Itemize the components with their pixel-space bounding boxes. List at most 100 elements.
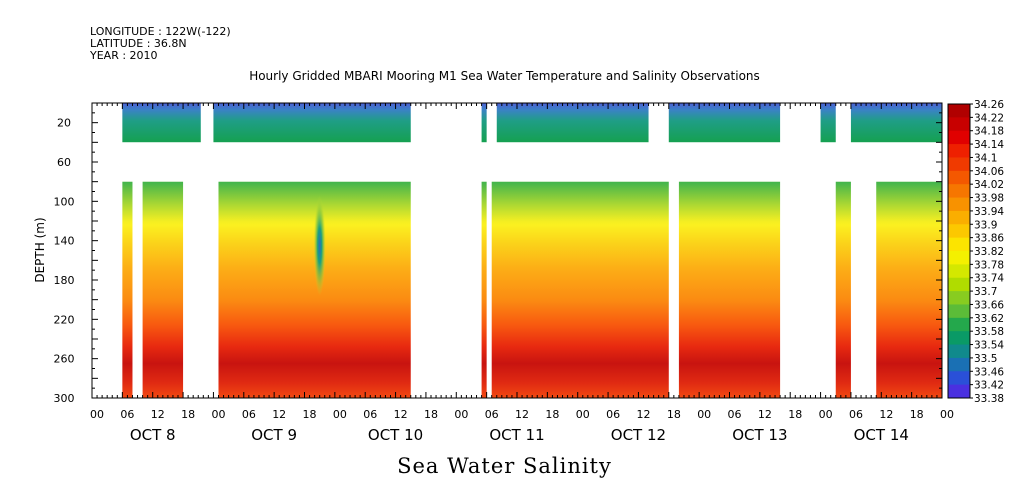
colorbar-label: 33.66 — [974, 299, 1004, 311]
x-tick-label: 06 — [485, 408, 499, 421]
colorbar-label: 34.26 — [974, 99, 1004, 111]
colorbar-swatch — [948, 130, 970, 145]
colorbar-label: 34.06 — [974, 166, 1004, 178]
colorbar-swatch — [948, 237, 970, 252]
colorbar-label: 33.58 — [974, 326, 1004, 338]
y-tick-label: 220 — [54, 313, 75, 326]
year-label: YEAR : 2010 — [90, 49, 158, 62]
colorbar-swatch — [948, 371, 970, 386]
colorbar-label: 33.98 — [974, 193, 1004, 205]
y-tick-label: 140 — [54, 235, 75, 248]
colorbar-label: 34.14 — [974, 139, 1004, 151]
x-tick-label: 12 — [272, 408, 286, 421]
colorbar-swatch — [948, 157, 970, 172]
data-gap-lower — [92, 180, 123, 399]
colorbar-swatch — [948, 197, 970, 212]
colorbar-swatch — [948, 224, 970, 239]
no-data-band — [92, 142, 942, 182]
y-tick-label: 180 — [54, 274, 75, 287]
day-label: OCT 13 — [732, 426, 787, 444]
data-gap-upper — [648, 102, 669, 144]
day-label: OCT 14 — [854, 426, 909, 444]
colorbar-swatch — [948, 104, 970, 118]
colorbar-label: 33.94 — [974, 206, 1004, 218]
plot-area — [92, 102, 942, 399]
x-tick-label: 00 — [333, 408, 347, 421]
colorbar-label: 33.5 — [974, 353, 997, 365]
data-gap-lower — [486, 180, 492, 399]
colorbar-label: 33.54 — [974, 340, 1004, 352]
data-gap-lower — [132, 180, 143, 399]
fresh-intrusion — [313, 195, 326, 296]
colorbar-label: 34.02 — [974, 179, 1004, 191]
data-gap-upper — [486, 102, 497, 144]
x-tick-label: 06 — [242, 408, 256, 421]
x-tick-label: 00 — [211, 408, 225, 421]
colorbar-swatch — [948, 210, 970, 225]
colorbar-swatch — [948, 331, 970, 346]
colorbar-swatch — [948, 384, 970, 399]
x-tick-label: 06 — [120, 408, 134, 421]
x-tick-label: 06 — [728, 408, 742, 421]
x-tick-label: 00 — [90, 408, 104, 421]
data-gap-lower — [780, 180, 836, 399]
y-tick-label: 100 — [54, 195, 75, 208]
colorbar-swatch — [948, 184, 970, 199]
day-label: OCT 12 — [611, 426, 666, 444]
x-tick-label: 00 — [576, 408, 590, 421]
colorbar-label: 33.46 — [974, 366, 1004, 378]
x-tick-label: 06 — [606, 408, 620, 421]
colorbar-swatch — [948, 170, 970, 185]
colorbar-label: 34.1 — [974, 152, 997, 164]
colorbar-swatch — [948, 264, 970, 279]
colorbar-swatch — [948, 251, 970, 265]
colorbar-label: 33.62 — [974, 313, 1004, 325]
colorbar-label: 34.18 — [974, 126, 1004, 138]
x-tick-label: 12 — [151, 408, 165, 421]
x-tick-label: 18 — [788, 408, 802, 421]
colorbar-label: 33.38 — [974, 393, 1004, 405]
x-tick-label: 00 — [940, 408, 954, 421]
colorbar-swatch — [948, 304, 970, 319]
data-gap-lower — [850, 180, 877, 399]
day-label: OCT 11 — [489, 426, 544, 444]
x-tick-label: 12 — [394, 408, 408, 421]
x-tick-label: 00 — [819, 408, 833, 421]
axes: 20 60 100 140 180 220 260 300 00 06 12 18 00 06 12 18 00… — [54, 102, 954, 444]
colorbar: 34.2634.2234.1834.1434.134.0634.0233.983… — [947, 99, 1004, 405]
x-tick-label: 00 — [697, 408, 711, 421]
day-label: OCT 8 — [130, 426, 176, 444]
y-tick-label: 260 — [54, 353, 75, 366]
data-gap-lower — [410, 180, 482, 399]
data-gap-lower — [183, 180, 219, 399]
data-gap-lower — [668, 180, 679, 399]
colorbar-label: 33.7 — [974, 286, 997, 298]
colorbar-label: 34.22 — [974, 112, 1004, 124]
y-tick-label: 20 — [57, 117, 71, 130]
chart-subtitle: Sea Water Salinity — [397, 454, 612, 478]
data-gap-upper — [410, 102, 482, 144]
x-tick-label: 18 — [667, 408, 681, 421]
colorbar-swatch — [948, 277, 970, 292]
y-tick-label: 60 — [57, 156, 71, 169]
day-label: OCT 10 — [368, 426, 423, 444]
colorbar-label: 33.74 — [974, 273, 1004, 285]
y-tick-label: 300 — [54, 392, 75, 405]
x-tick-label: 12 — [636, 408, 650, 421]
x-tick-label: 06 — [849, 408, 863, 421]
colorbar-swatch — [948, 344, 970, 359]
colorbar-swatch — [948, 291, 970, 305]
colorbar-label: 33.86 — [974, 233, 1004, 245]
colorbar-swatch — [948, 117, 970, 132]
chart-title: Hourly Gridded MBARI Mooring M1 Sea Wate… — [249, 69, 760, 83]
x-tick-label: 12 — [879, 408, 893, 421]
x-tick-label: 12 — [758, 408, 772, 421]
data-gap-upper — [780, 102, 821, 144]
colorbar-label: 33.78 — [974, 259, 1004, 271]
x-tick-label: 18 — [910, 408, 924, 421]
x-tick-label: 18 — [303, 408, 317, 421]
colorbar-label: 33.82 — [974, 246, 1004, 258]
data-gap-upper — [835, 102, 851, 144]
colorbar-swatch — [948, 144, 970, 158]
